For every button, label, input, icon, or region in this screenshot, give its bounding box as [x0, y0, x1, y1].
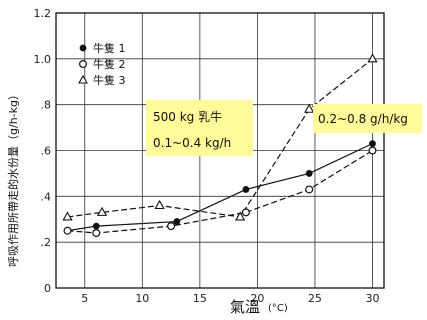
- data-point-s2: [368, 146, 377, 155]
- data-point-s1: [305, 170, 313, 177]
- axes: [55, 12, 385, 289]
- tick-labels: 5 10 15 20 25 30 .2 .4 .6 .8 1.0 1.2 0: [34, 7, 380, 305]
- annotation-line-3: 0.2~0.8 g/h/kg: [318, 112, 408, 126]
- y-tick-label: .8: [41, 99, 52, 112]
- x-tick-label: 30: [365, 292, 379, 305]
- y-tick-label: .2: [41, 236, 52, 249]
- series-markers: [62, 53, 378, 238]
- legend: 牛隻 1 牛隻 2 牛隻 3: [78, 41, 126, 87]
- legend-marker-1: [79, 44, 87, 52]
- y-tick-label: .4: [41, 190, 52, 203]
- x-tick-label: 15: [193, 292, 207, 305]
- data-point-s3: [235, 211, 246, 221]
- data-point-s1: [242, 186, 250, 193]
- x-tick-label: 5: [81, 292, 88, 305]
- legend-marker-2: [78, 59, 87, 68]
- data-point-s3: [304, 103, 315, 113]
- data-point-s2: [241, 208, 250, 217]
- series-line-1: [67, 143, 373, 232]
- annotation-dairy-cow: 500 kg 乳牛 0.1~0.4 kg/h: [146, 100, 253, 156]
- data-point-s2: [167, 222, 176, 231]
- series-line-3: [67, 58, 373, 218]
- data-point-s3: [367, 53, 378, 63]
- data-point-s1: [369, 140, 376, 148]
- x-axis-unit: (°C): [268, 303, 288, 314]
- data-point-s2: [63, 226, 72, 235]
- y-tick-label: .6: [41, 145, 52, 158]
- data-point-s1: [173, 218, 181, 225]
- data-point-s3: [62, 211, 73, 221]
- y-axis-label: 呼吸作用所帶走的水份量（g/h-kg）: [6, 89, 20, 267]
- data-point-s2: [92, 229, 101, 238]
- x-tick-label: 25: [308, 292, 322, 305]
- annotation-line-2: 0.1~0.4 kg/h: [153, 136, 231, 150]
- x-tick-label: 20: [250, 292, 264, 305]
- y-tick-label: 0: [44, 282, 51, 295]
- legend-label-1: 牛隻 1: [93, 41, 126, 55]
- data-point-s2: [305, 185, 314, 194]
- annotation-line-1: 500 kg 乳牛: [153, 109, 222, 124]
- x-tick-label: 10: [135, 292, 149, 305]
- series-lines: [67, 58, 373, 234]
- data-point-s3: [96, 206, 108, 216]
- legend-label-2: 牛隻 2: [93, 57, 126, 71]
- legend-label-3: 牛隻 3: [93, 73, 126, 87]
- legend-marker-3: [78, 74, 88, 84]
- data-point-s1: [92, 222, 100, 230]
- x-axis-label: 氣溫: [230, 298, 260, 316]
- data-point-s3: [154, 199, 165, 210]
- series-line-2: [67, 149, 373, 234]
- plot-frame: [55, 12, 385, 289]
- y-tick-label: 1.0: [34, 53, 52, 66]
- y-tick-label: 1.2: [34, 7, 52, 20]
- annotation-rate: 0.2~0.8 g/h/kg: [313, 104, 422, 133]
